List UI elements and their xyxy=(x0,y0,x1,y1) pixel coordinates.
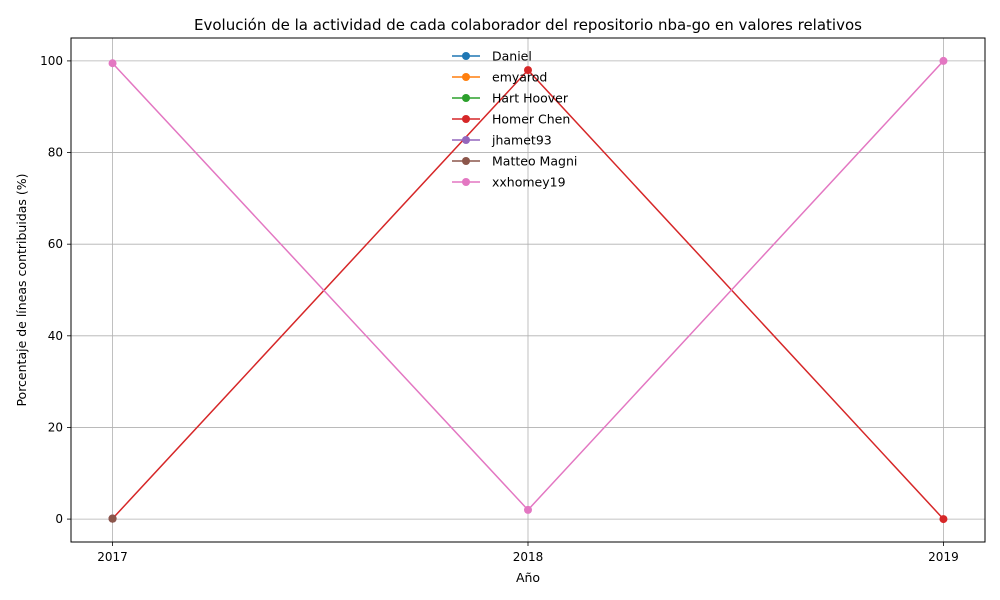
series-6 xyxy=(108,56,948,514)
data-point xyxy=(939,56,948,65)
series-layer xyxy=(108,56,948,524)
y-tick-label: 0 xyxy=(55,512,63,526)
y-tick-label: 20 xyxy=(48,420,63,434)
legend-item: xxhomey19 xyxy=(452,175,566,190)
data-point xyxy=(108,59,117,68)
legend-label: Homer Chen xyxy=(492,112,570,127)
legend-swatch-marker xyxy=(462,115,470,123)
legend-swatch-marker xyxy=(462,94,470,102)
legend-label: emyarod xyxy=(492,70,547,85)
x-tick-label: 2019 xyxy=(928,550,959,564)
series-5 xyxy=(108,514,117,523)
legend-label: Hart Hoover xyxy=(492,91,569,106)
y-tick-label: 60 xyxy=(48,237,63,251)
legend-item: emyarod xyxy=(452,70,547,85)
x-tick-label: 2017 xyxy=(97,550,128,564)
y-tick-label: 80 xyxy=(48,146,63,160)
legend-item: Daniel xyxy=(452,49,532,64)
y-tick-label: 40 xyxy=(48,329,63,343)
data-point xyxy=(524,66,532,75)
y-axis-label: Porcentaje de líneas contribuidas (%) xyxy=(14,173,29,406)
data-point xyxy=(108,514,117,523)
x-tick-label: 2018 xyxy=(513,550,544,564)
y-tick-label: 100 xyxy=(40,54,63,68)
data-point xyxy=(939,515,948,524)
legend-label: Daniel xyxy=(492,49,532,64)
grid xyxy=(71,38,985,542)
legend: Daniel emyarod Hart Hoover Homer Chen jhamet… xyxy=(452,49,577,190)
chart-title: Evolución de la actividad de cada colabo… xyxy=(194,16,862,34)
legend-item: Hart Hoover xyxy=(452,91,569,106)
legend-swatch-marker xyxy=(462,178,470,186)
legend-swatch-marker xyxy=(462,157,470,165)
data-point xyxy=(524,505,532,514)
legend-label: xxhomey19 xyxy=(492,175,566,190)
legend-label: jhamet93 xyxy=(491,133,552,148)
legend-swatch-marker xyxy=(462,52,470,60)
x-axis-label: Año xyxy=(516,570,540,585)
legend-label: Matteo Magni xyxy=(492,154,577,169)
legend-swatch-marker xyxy=(462,136,470,144)
legend-item: jhamet93 xyxy=(452,133,552,148)
legend-item: Matteo Magni xyxy=(452,154,577,169)
legend-item: Homer Chen xyxy=(452,112,570,127)
ticks: 2017 2018 2019 0 20 40 60 80 100 xyxy=(40,54,959,564)
legend-swatch-marker xyxy=(462,73,470,81)
